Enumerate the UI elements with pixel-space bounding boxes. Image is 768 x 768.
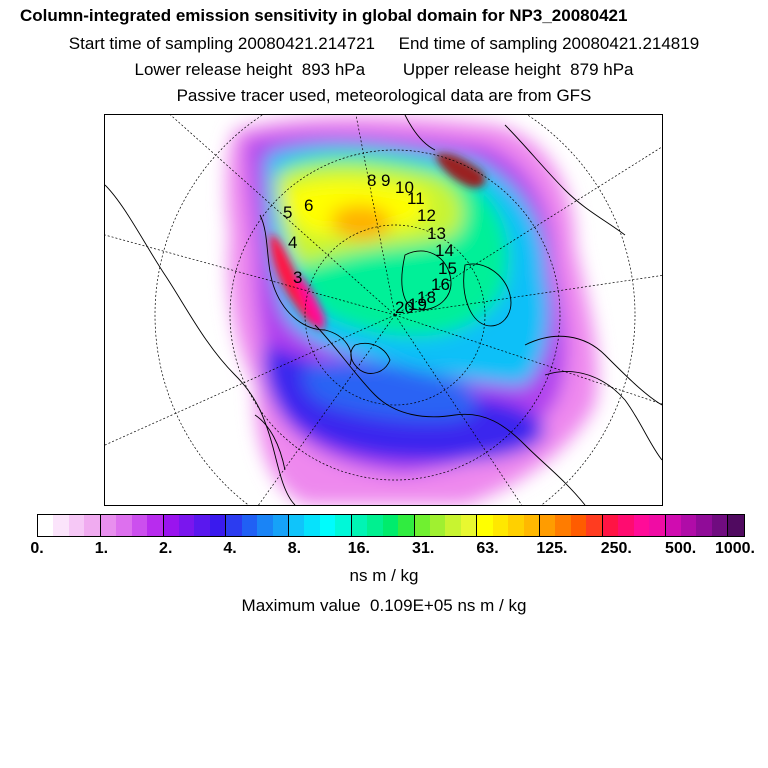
sampling-time-line: Start time of sampling 20080421.214721 E… (68, 34, 700, 53)
maximum-value-label: Maximum value 0.109E+05 ns m / kg (241, 596, 527, 615)
color-swatch (131, 515, 148, 536)
color-swatch (664, 515, 681, 536)
track-label: 14 (435, 241, 454, 260)
track-label: 12 (417, 206, 436, 225)
track-label: 13 (427, 224, 446, 243)
color-swatch (319, 515, 336, 536)
color-swatch (696, 515, 712, 536)
color-swatch (194, 515, 210, 536)
track-label: 9 (381, 171, 390, 190)
track-label: 3 (293, 268, 302, 287)
color-scale-tick-label: 1000. (714, 540, 756, 557)
color-swatch (508, 515, 524, 536)
color-swatch (523, 515, 539, 536)
color-swatch (618, 515, 634, 536)
color-swatch (162, 515, 179, 536)
color-scale-tick-label: 31. (412, 540, 435, 557)
color-swatch (476, 515, 493, 536)
color-swatch (539, 515, 556, 536)
track-labels: 3 4 5 6 8 9 10 11 12 13 14 15 16 18 19 2… (283, 171, 457, 317)
color-scale-tick-label: 8. (287, 540, 302, 557)
color-swatch (460, 515, 477, 536)
tracer-info-line: Passive tracer used, meteorological data… (176, 86, 592, 105)
color-swatch (241, 515, 258, 536)
color-swatch (570, 515, 587, 536)
color-scale-tick-label: 16. (347, 540, 370, 557)
polar-map: 3 4 5 6 8 9 10 11 12 13 14 15 16 18 19 2… (104, 114, 663, 506)
color-scale-tick-label: 500. (665, 540, 697, 557)
color-scale-tick-label: 63. (476, 540, 499, 557)
color-swatch (38, 515, 54, 536)
coastlines (105, 115, 662, 505)
color-scale-tick-label: 0. (30, 540, 44, 557)
track-label: 6 (304, 196, 313, 215)
sensitivity-field (226, 116, 598, 505)
track-label: 16 (431, 275, 450, 294)
color-swatch (257, 515, 273, 536)
track-label: 10 (395, 178, 414, 197)
figure-title: Column-integrated emission sensitivity i… (20, 6, 628, 25)
color-swatch (335, 515, 351, 536)
color-swatch (555, 515, 571, 536)
color-swatch (209, 515, 226, 536)
color-swatch (382, 515, 399, 536)
color-swatch (288, 515, 305, 536)
track-label: 11 (407, 189, 425, 208)
color-swatch (99, 515, 117, 536)
color-scale-tick-label: 125. (536, 540, 568, 557)
color-swatch (633, 515, 650, 536)
color-swatch (429, 515, 446, 536)
graticule (105, 115, 662, 505)
color-swatch (413, 515, 430, 536)
color-swatch (586, 515, 602, 536)
color-scale-tick-label: 2. (159, 540, 173, 557)
units-label: ns m / kg (349, 566, 419, 585)
color-scale-tick-label: 1. (94, 540, 109, 557)
color-swatch (350, 515, 368, 536)
color-swatch (398, 515, 414, 536)
color-scale-bar (37, 514, 745, 537)
color-swatch (492, 515, 509, 536)
track-label: 4 (288, 233, 297, 252)
color-swatch (53, 515, 69, 536)
color-swatch (225, 515, 242, 536)
track-label: 15 (438, 259, 457, 278)
track-label: 18 (417, 288, 436, 307)
color-swatch (147, 515, 163, 536)
color-swatch (84, 515, 100, 536)
color-swatch (68, 515, 85, 536)
color-swatch (727, 515, 744, 536)
track-label: 8 (367, 171, 376, 190)
color-swatch (116, 515, 132, 536)
color-scale-ticks: 0. 1. 2. 4. 8. 16. 31. 63. 125. 250. 500. 1000. (0, 540, 768, 558)
color-swatch (367, 515, 383, 536)
color-swatch (601, 515, 619, 536)
color-swatch (649, 515, 665, 536)
track-label: 20 (395, 298, 414, 317)
color-swatch (680, 515, 697, 536)
color-swatch (445, 515, 461, 536)
color-scale-tick-label: 250. (600, 540, 632, 557)
track-label: 5 (283, 203, 292, 222)
color-swatch (304, 515, 320, 536)
track-label: 19 (408, 295, 427, 314)
map-canvas: 3 4 5 6 8 9 10 11 12 13 14 15 16 18 19 2… (105, 115, 662, 505)
release-height-line: Lower release height 893 hPa Upper relea… (134, 60, 634, 79)
color-swatch (178, 515, 195, 536)
color-swatch (711, 515, 728, 536)
color-swatch (272, 515, 288, 536)
color-scale-tick-label: 4. (223, 540, 237, 557)
